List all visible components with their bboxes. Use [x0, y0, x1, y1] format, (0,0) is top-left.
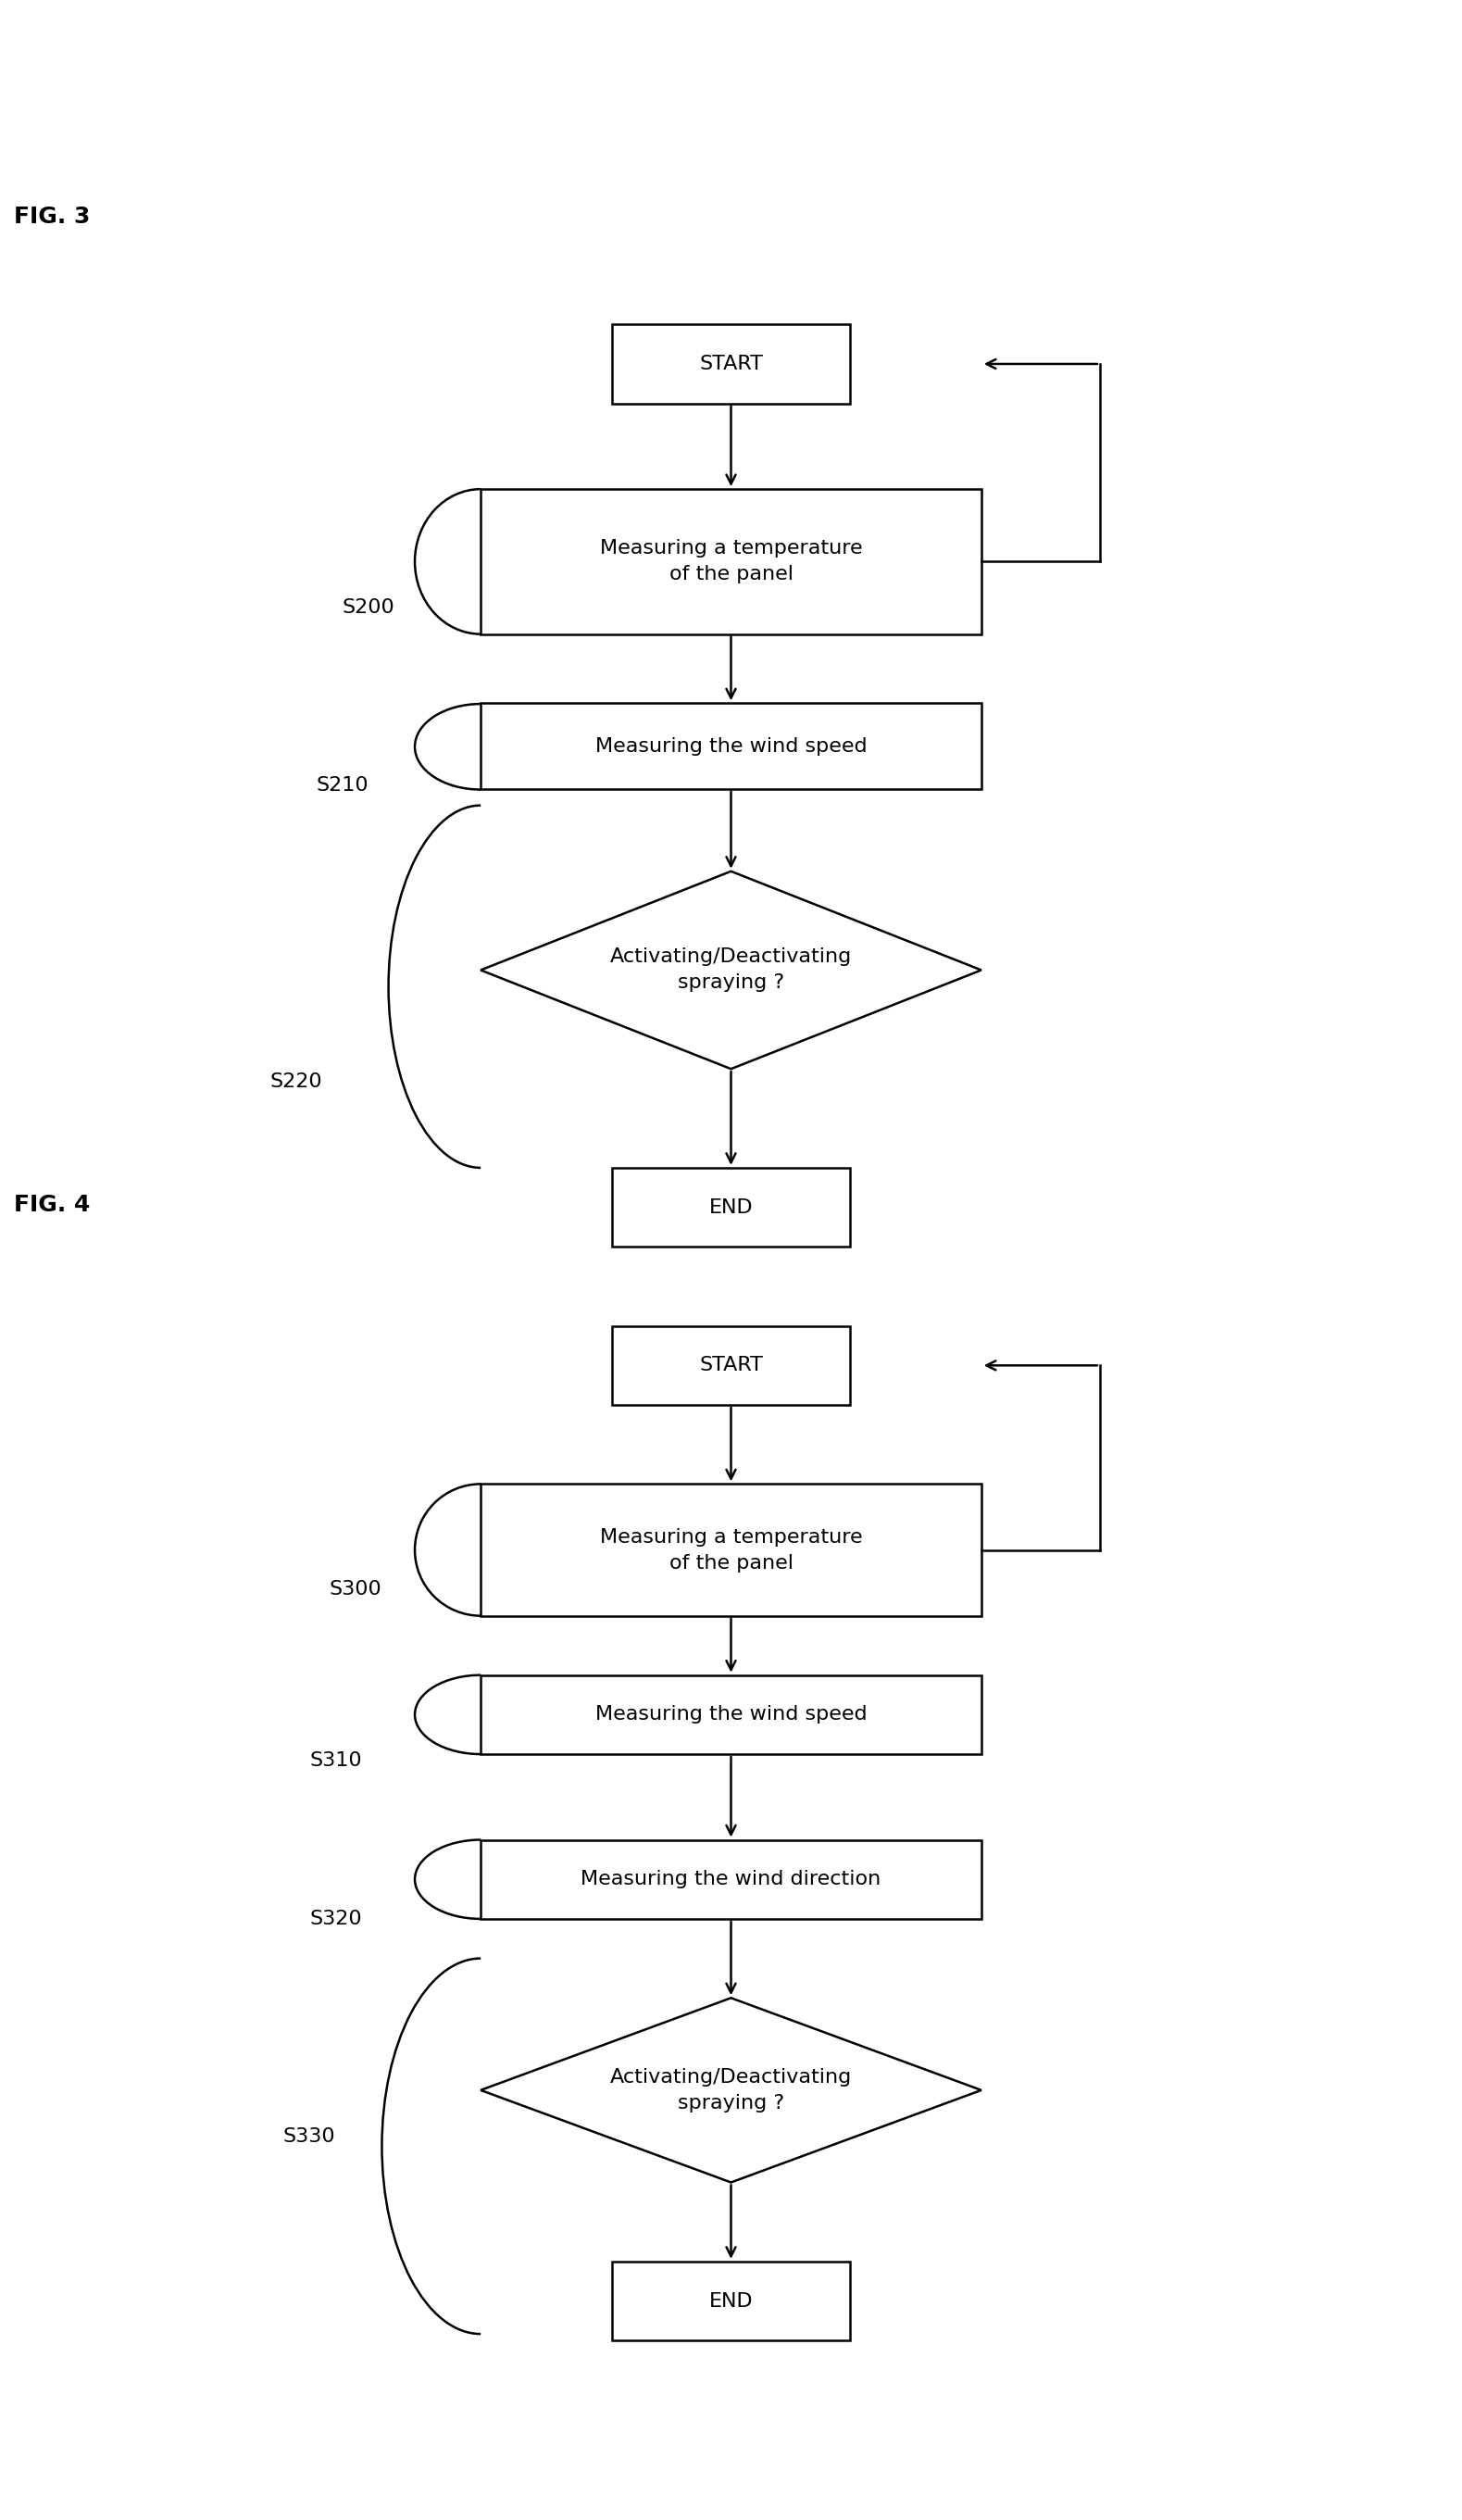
Text: Activating/Deactivating
spraying ?: Activating/Deactivating spraying ? — [610, 948, 852, 993]
Text: Measuring the wind direction: Measuring the wind direction — [580, 1870, 882, 1887]
Text: END: END — [709, 2291, 753, 2311]
Text: START: START — [699, 355, 763, 373]
Polygon shape — [481, 872, 981, 1068]
Text: Measuring a temperature
of the panel: Measuring a temperature of the panel — [599, 539, 863, 585]
Text: S330: S330 — [284, 2127, 335, 2145]
Text: S200: S200 — [342, 597, 395, 617]
Bar — [481, 489, 981, 635]
Text: END: END — [709, 1197, 753, 1217]
Bar — [481, 1484, 981, 1615]
Text: Measuring a temperature
of the panel: Measuring a temperature of the panel — [599, 1527, 863, 1572]
Text: Measuring the wind speed: Measuring the wind speed — [595, 1706, 867, 1724]
Bar — [613, 1167, 849, 1247]
Text: FIG. 4: FIG. 4 — [15, 1194, 91, 1217]
Text: S210: S210 — [316, 776, 368, 794]
Bar — [481, 1840, 981, 1918]
Text: Activating/Deactivating
spraying ?: Activating/Deactivating spraying ? — [610, 2069, 852, 2112]
Bar — [613, 325, 849, 403]
Bar — [481, 703, 981, 789]
Bar — [613, 1326, 849, 1406]
Text: S220: S220 — [270, 1074, 322, 1091]
Text: S300: S300 — [329, 1580, 382, 1598]
Bar — [613, 2260, 849, 2341]
Text: S310: S310 — [310, 1751, 363, 1769]
Text: FIG. 3: FIG. 3 — [15, 207, 91, 227]
Polygon shape — [481, 1998, 981, 2182]
Bar — [481, 1676, 981, 1754]
Text: Measuring the wind speed: Measuring the wind speed — [595, 736, 867, 756]
Text: START: START — [699, 1356, 763, 1376]
Text: S320: S320 — [310, 1910, 363, 1928]
